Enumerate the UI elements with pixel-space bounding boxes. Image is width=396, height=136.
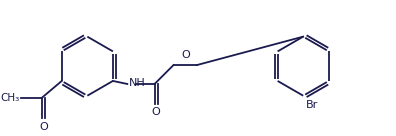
Text: Br: Br — [306, 100, 318, 109]
Text: CH₃: CH₃ — [0, 93, 20, 103]
Text: O: O — [39, 122, 48, 132]
Text: NH: NH — [129, 78, 146, 88]
Text: O: O — [152, 107, 160, 117]
Text: O: O — [181, 50, 190, 60]
